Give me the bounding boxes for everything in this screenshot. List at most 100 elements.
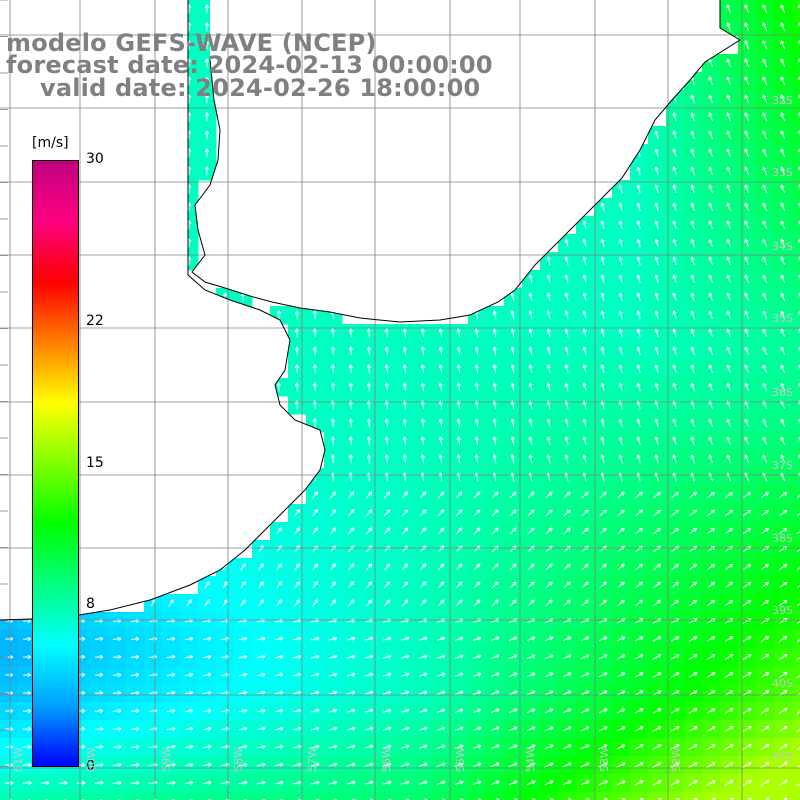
wind-arrow [780, 220, 786, 230]
wind-arrow [672, 418, 677, 428]
wind-arrow [762, 238, 768, 248]
wind-arrow [796, 585, 800, 589]
wind-arrow [276, 581, 282, 589]
wind-arrow [401, 599, 409, 607]
wind-arrow [330, 346, 335, 356]
wind-speed-cell [792, 666, 800, 685]
wind-arrow [707, 527, 716, 535]
wind-arrow [582, 418, 587, 428]
wind-arrow [202, 708, 212, 713]
wind-arrow [707, 491, 715, 499]
wind-arrow [634, 654, 644, 660]
wind-arrow [690, 202, 695, 212]
wind-speed-cell [558, 792, 577, 800]
wind-arrow [545, 527, 553, 535]
wind-arrow [310, 690, 320, 695]
wind-arrow [653, 599, 661, 607]
wind-arrow [418, 780, 428, 785]
wind-arrow [708, 346, 713, 356]
wind-arrow [744, 40, 750, 50]
wind-arrow [670, 726, 680, 732]
wind-arrow [346, 672, 356, 677]
wind-speed-cell [378, 792, 397, 800]
wind-arrow [382, 636, 392, 641]
wind-arrow [580, 672, 590, 678]
wind-arrow [472, 726, 482, 732]
wind-arrow [598, 690, 608, 696]
wind-arrow [672, 292, 677, 302]
wind-arrow [744, 346, 750, 356]
wind-arrow [724, 654, 734, 660]
wind-arrow [455, 491, 463, 499]
wind-speed-cell [144, 792, 163, 800]
wind-arrow [492, 310, 497, 320]
wind-arrow [635, 599, 643, 607]
wind-arrow [778, 671, 788, 679]
wind-arrow [509, 563, 517, 571]
wind-arrow [528, 364, 533, 374]
wind-arrow [490, 744, 500, 750]
wind-arrow [546, 436, 551, 446]
wind-arrow [744, 94, 750, 104]
latitude-label: 33S [772, 166, 793, 179]
wind-arrow [563, 527, 571, 535]
wind-arrow [508, 762, 518, 768]
wind-arrow [4, 762, 14, 768]
wind-arrow [563, 581, 571, 589]
wind-arrow [688, 744, 698, 750]
wind-arrow [582, 436, 587, 446]
wind-speed-cell [792, 702, 800, 721]
wind-speed-cell [792, 0, 800, 19]
wind-arrow [4, 744, 14, 750]
wind-arrow [744, 58, 750, 68]
wind-arrow [310, 708, 320, 713]
wind-arrow [708, 418, 714, 428]
wind-speed-cell [702, 792, 721, 800]
wind-speed-cell [792, 90, 800, 109]
wind-arrow [202, 690, 212, 695]
wind-arrow [708, 382, 714, 392]
wind-arrow [743, 509, 752, 517]
wind-arrow [564, 256, 569, 266]
wind-arrow [600, 292, 605, 302]
wind-arrow [456, 382, 461, 392]
wind-arrow [744, 310, 750, 320]
wind-arrow [490, 726, 500, 732]
wind-arrow [564, 292, 569, 302]
wind-arrow [600, 364, 605, 374]
wind-arrow [688, 672, 698, 678]
wind-arrow [564, 454, 569, 464]
colorbar-tick-label: 8 [86, 596, 95, 613]
wind-arrow [419, 599, 427, 607]
wind-arrow [690, 130, 695, 140]
wind-arrow [184, 780, 194, 785]
wind-arrow [690, 166, 695, 176]
wind-arrow [780, 364, 786, 374]
wind-arrow [294, 509, 301, 517]
wind-arrow [690, 220, 695, 230]
wind-arrow [762, 94, 768, 104]
wind-arrow [166, 636, 176, 641]
wind-arrow [652, 726, 662, 732]
wind-arrow [708, 310, 713, 320]
wind-arrow [796, 747, 800, 751]
wind-arrow [22, 726, 32, 732]
wind-arrow [581, 581, 589, 589]
wind-speed-cell [234, 792, 253, 800]
wind-arrow [636, 220, 641, 230]
wind-arrow [582, 274, 587, 284]
wind-arrow [346, 744, 356, 749]
wind-speed-cell [738, 792, 757, 800]
wind-arrow [240, 599, 246, 607]
wind-arrow [672, 436, 677, 446]
wind-arrow [672, 148, 677, 158]
wind-arrow [256, 654, 266, 659]
wind-arrow [474, 418, 479, 428]
wind-arrow [634, 744, 644, 750]
wind-arrow [672, 238, 677, 248]
wind-arrow [689, 491, 697, 499]
wind-speed-cell [792, 558, 800, 577]
wind-arrow [762, 40, 768, 50]
wind-arrow [348, 382, 353, 392]
wind-speed-cell [792, 432, 800, 451]
